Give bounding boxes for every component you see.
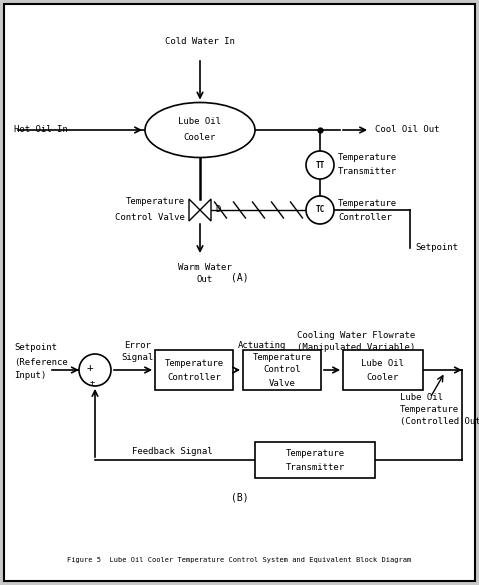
Text: Temperature: Temperature <box>338 153 397 163</box>
Text: Transmitter: Transmitter <box>285 463 344 472</box>
Text: Input): Input) <box>14 371 46 380</box>
FancyBboxPatch shape <box>243 350 321 390</box>
Text: Lube Oil: Lube Oil <box>362 360 404 369</box>
Text: (A): (A) <box>231 273 249 283</box>
Text: Error: Error <box>125 340 151 349</box>
Text: Valve: Valve <box>269 378 296 387</box>
Circle shape <box>306 196 334 224</box>
Text: ±: ± <box>90 378 94 387</box>
Text: Feedback Signal: Feedback Signal <box>132 448 212 456</box>
Text: Figure 5  Lube Oil Cooler Temperature Control System and Equivalent Block Diagra: Figure 5 Lube Oil Cooler Temperature Con… <box>67 557 411 563</box>
Text: Actuating: Actuating <box>238 340 286 349</box>
Text: +: + <box>87 363 93 373</box>
Text: Temperature: Temperature <box>252 353 311 362</box>
Polygon shape <box>200 199 211 221</box>
Text: Signal: Signal <box>246 353 278 362</box>
Text: Cooler: Cooler <box>184 133 216 143</box>
Text: Lube Oil: Lube Oil <box>400 394 443 402</box>
Text: Warm Water: Warm Water <box>178 263 232 272</box>
Text: Control Valve: Control Valve <box>115 214 185 222</box>
Text: Temperature: Temperature <box>285 449 344 457</box>
Text: (Controlled Output): (Controlled Output) <box>400 418 479 426</box>
Text: Controller: Controller <box>167 373 221 381</box>
Text: Setpoint: Setpoint <box>415 243 458 253</box>
FancyBboxPatch shape <box>255 442 375 478</box>
Text: Cold Water In: Cold Water In <box>165 37 235 46</box>
Ellipse shape <box>145 102 255 157</box>
FancyBboxPatch shape <box>155 350 233 390</box>
Text: Signal: Signal <box>122 353 154 362</box>
Text: (Reference: (Reference <box>14 357 68 366</box>
Text: Lube Oil: Lube Oil <box>179 118 221 126</box>
Text: (Manipulated Variable): (Manipulated Variable) <box>297 342 415 352</box>
Text: Transmitter: Transmitter <box>338 167 397 177</box>
Text: Controller: Controller <box>338 212 392 222</box>
FancyBboxPatch shape <box>4 4 475 581</box>
Text: Cool Oil Out: Cool Oil Out <box>375 126 440 135</box>
Text: Cooler: Cooler <box>367 373 399 381</box>
Text: (B): (B) <box>231 492 249 502</box>
Text: D: D <box>215 205 220 215</box>
Circle shape <box>79 354 111 386</box>
Text: Cooling Water Flowrate: Cooling Water Flowrate <box>297 331 415 339</box>
FancyBboxPatch shape <box>343 350 423 390</box>
Text: TC: TC <box>315 205 325 215</box>
Polygon shape <box>189 199 200 221</box>
Text: Temperature: Temperature <box>338 198 397 208</box>
Text: Temperature: Temperature <box>126 198 185 207</box>
Circle shape <box>306 151 334 179</box>
Text: Out: Out <box>197 275 213 284</box>
Text: TT: TT <box>315 160 325 170</box>
Text: Control: Control <box>263 366 301 374</box>
Text: Setpoint: Setpoint <box>14 343 57 353</box>
Text: Hot Oil In: Hot Oil In <box>14 126 68 135</box>
Text: Temperature: Temperature <box>164 360 224 369</box>
Text: Temperature: Temperature <box>400 405 459 415</box>
